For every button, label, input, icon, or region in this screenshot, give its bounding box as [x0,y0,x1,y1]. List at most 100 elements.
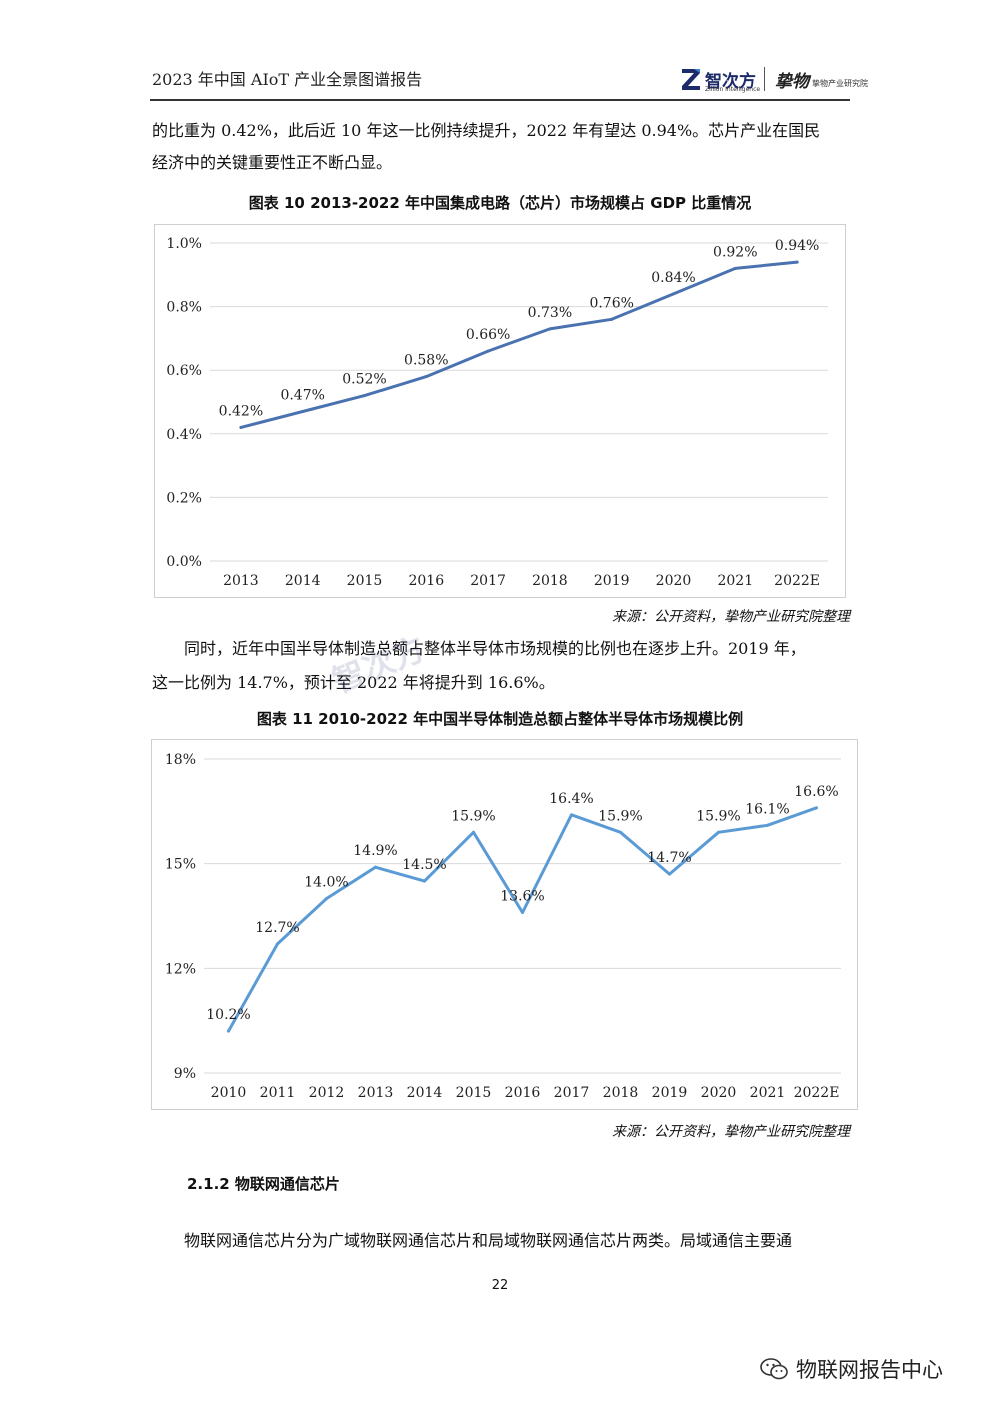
figure-11-title: 图表 11 2010-2022 年中国半导体制造总额占整体半导体市场规模比例 [256,710,744,728]
header-logos: 智次方 Zillion Intelligence 挚物 挚物产业研究院 [680,64,868,94]
paragraph-3-line-1: 物联网通信芯片分为广域物联网通信芯片和局域物联网通信芯片两类。局域通信主要通 [184,1231,793,1250]
chart-2-x-tick-label: 2016 [505,1085,541,1101]
chart-1-x-tick-label: 2014 [285,573,321,589]
chart-2-data-point [570,813,573,817]
chart-2-data-label: 14.7% [647,850,691,866]
chart-2-data-point [472,830,475,834]
figure-10-source: 来源：公开资料，挚物产业研究院整理 [612,609,850,625]
chart-2-data-label: 16.4% [549,791,593,807]
chart-1-data-label: 0.73% [528,305,572,321]
chart-2-x-tick-label: 2019 [652,1085,688,1101]
zhiwu-logo-text: 挚物 [775,71,809,92]
chart-2-y-tick-label: 18% [165,752,196,768]
chart-2-data-point [619,830,622,834]
chart-2-data-point [227,1029,230,1033]
chart-2-data-label: 15.9% [598,808,642,824]
chart-2-data-point [521,911,524,915]
chart-1-y-tick-label: 0.8% [166,300,202,316]
chart-2-x-tick-label: 2022E [794,1085,840,1101]
wechat-account[interactable]: 物联网报告中心 [760,1354,943,1384]
chart-2-y-tick-label: 9% [174,1066,196,1082]
chart-1-svg: 0.0% 0.2% 0.4% 0.6% 0.8% 1.0% 2013 2014 2015 2016… [166,236,828,589]
chart-2-data-point [325,897,328,901]
chart-2-x-tick-label: 2011 [260,1085,296,1101]
chart-1-x-tick-label: 2020 [656,573,692,589]
logo-divider [764,67,765,91]
paragraph-2-line-2: 这一比例为 14.7%，预计至 2022 年将提升到 16.6%。 [152,673,555,692]
chart-2-data-point [374,865,377,869]
chart-2-data-point [276,942,279,946]
chart-1-y-tick-label: 0.0% [166,554,202,570]
chart-2-x-tick-label: 2010 [211,1085,247,1101]
header-rule [150,99,850,101]
chart-2-data-label: 14.9% [353,843,397,859]
chart-1-data-point [424,375,428,379]
chart-2-data-label: 15.9% [451,808,495,824]
chart-1-data-label: 0.58% [404,353,448,369]
chart-2-x-tick-label: 2013 [358,1085,394,1101]
chart-2-data-label: 10.2% [206,1007,250,1023]
chart-1-data-point [301,410,305,414]
chart-2-x-tick-label: 2015 [456,1085,492,1101]
chart-1-data-point [486,349,490,353]
figure-11-chart: 9% 12% 15% 18% 2010 2011 2012 2013 2014 2015 2016 2… [151,739,858,1110]
chart-2-data-label: 13.6% [500,889,544,905]
chart-2-data-label: 14.0% [304,875,348,891]
chart-1-data-point [548,327,552,331]
chart-1-data-label: 0.76% [589,295,633,311]
figure-10-title: 图表 10 2013-2022 年中国集成电路（芯片）市场规模占 GDP 比重情… [248,194,752,212]
wechat-account-name: 物联网报告中心 [796,1358,943,1382]
chart-2-data-point [423,879,426,883]
zillion-logo-subtext: Zillion Intelligence [705,86,761,93]
paragraph-2-line-1: 同时，近年中国半导体制造总额占整体半导体市场规模的比例也在逐步上升。2019 年… [184,639,806,658]
chart-2-svg: 9% 12% 15% 18% 2010 2011 2012 2013 2014 2015 2016 2… [165,752,841,1101]
chart-1-data-point [672,292,675,296]
chart-1-series-line [239,260,799,429]
paragraph-1-line-2: 经济中的关键重要性正不断凸显。 [152,153,393,172]
figure-11-source: 来源：公开资料，挚物产业研究院整理 [612,1124,850,1140]
section-heading: 2.1.2 物联网通信芯片 [187,1175,340,1193]
chart-1-data-point [610,317,614,321]
chart-1-data-label: 0.47% [280,388,324,404]
zillion-logo-text: 智次方 [705,71,756,92]
chart-2-data-label: 15.9% [696,808,740,824]
chart-1-x-tick-label: 2018 [532,573,568,589]
chart-1-data-label: 0.92% [713,244,757,260]
chart-1-x-tick-label: 2017 [470,573,506,589]
chart-1-x-tick-label: 2015 [347,573,383,589]
chart-1-y-tick-label: 1.0% [166,236,202,252]
chart-1-data-point [363,394,366,398]
chart-2-x-tick-label: 2014 [407,1085,443,1101]
chart-2-data-label: 14.5% [402,857,446,873]
chart-1-y-tick-label: 0.4% [166,427,202,443]
figure-10-chart: 0.0% 0.2% 0.4% 0.6% 0.8% 1.0% 2013 2014 2015 2016… [154,224,846,598]
chart-1-data-label: 0.94% [775,238,819,254]
chart-2-y-tick-label: 15% [165,857,196,873]
chart-1-x-tick-label: 2016 [408,573,444,589]
report-title: 2023 年中国 AIoT 产业全景图谱报告 [152,70,423,89]
chart-1-y-tick-label: 0.2% [166,490,202,506]
chart-1-data-point [795,260,799,264]
page-number: 22 [491,1278,509,1293]
chart-2-data-label: 16.1% [745,801,789,817]
chart-1-x-tick-label: 2021 [717,573,753,589]
chart-2-data-label: 16.6% [794,784,838,800]
wechat-icon [760,1358,788,1380]
chart-2-data-label: 12.7% [255,920,299,936]
chart-1-x-tick-label: 2022E [774,573,820,589]
chart-2-x-tick-label: 2017 [554,1085,590,1101]
chart-2-data-point [717,830,720,834]
chart-2-data-point [668,872,671,876]
chart-2-data-point [766,823,769,827]
zhiwu-logo-subtext: 挚物产业研究院 [812,78,868,88]
chart-2-series-line [227,806,818,1033]
chart-2-data-point [815,806,818,810]
chart-1-y-tick-label: 0.6% [166,363,202,379]
chart-1-x-tick-label: 2019 [594,573,630,589]
chart-1-data-label: 0.52% [342,372,386,388]
chart-1-data-point [733,266,737,270]
chart-2-x-tick-label: 2012 [309,1085,345,1101]
chart-1-data-label: 0.66% [466,327,510,343]
chart-1-data-label: 0.84% [651,270,695,286]
zillion-logo-icon [682,69,700,90]
